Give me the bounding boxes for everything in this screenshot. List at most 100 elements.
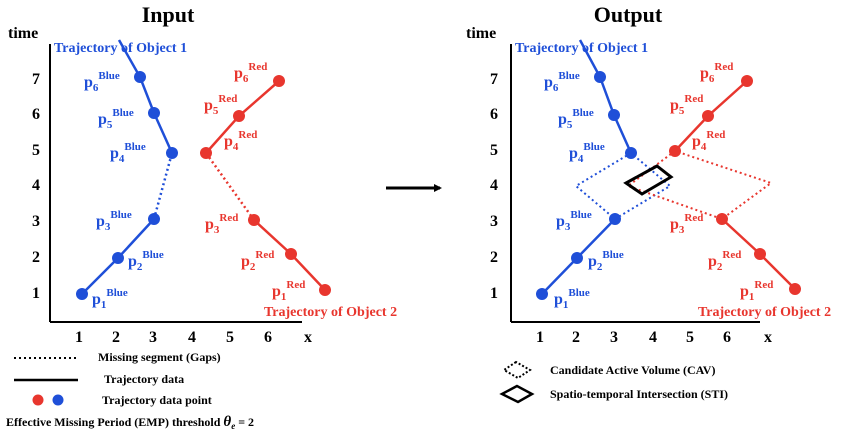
input-blue-label-3: p3Blue [96, 209, 132, 233]
input-x-tick-5: 5 [226, 329, 234, 346]
output-blue-point-6 [594, 71, 606, 83]
input-y-axis-label: time [8, 25, 38, 42]
input-x-tick-1: 1 [75, 329, 83, 346]
output-red-point-3 [716, 213, 728, 225]
input-blue-gap [152, 152, 174, 220]
input-panel: Input time x 1 2 3 4 5 6 7 1 2 3 4 5 6 [8, 2, 397, 346]
legend-blue-point-icon [52, 394, 64, 406]
output-red-label-5: p5Red [670, 93, 703, 117]
input-y-tick-7: 7 [32, 71, 40, 88]
input-red-point-3 [248, 214, 260, 226]
input-red-gap [204, 152, 256, 221]
output-blue-label-1: p1Blue [554, 287, 590, 311]
input-blue-label-6: p6Blue [84, 70, 120, 94]
input-blue-label-1: p1Blue [92, 287, 128, 311]
input-red-label-4: p4Red [224, 129, 257, 153]
output-blue-point-4 [625, 147, 637, 159]
input-blue-trajectory-upper [117, 39, 174, 154]
output-object2-label: Trajectory of Object 2 [698, 305, 831, 320]
input-red-point-5 [233, 110, 245, 122]
output-red-point-6 [741, 75, 753, 87]
output-blue-label-5: p5Blue [558, 107, 594, 131]
legend-emp-threshold: Effective Missing Period (EMP) threshold… [6, 414, 254, 431]
legend-sti-diamond-icon [499, 384, 535, 404]
input-red-label-2: p2Red [241, 249, 274, 273]
input-object1-label: Trajectory of Object 1 [54, 41, 187, 56]
input-y-tick-2: 2 [32, 249, 40, 266]
output-sti-diamond [623, 164, 674, 196]
legend-cav-diamond-icon [502, 360, 532, 380]
output-blue-label-6: p6Blue [544, 70, 580, 94]
output-x-tick-5: 5 [686, 329, 694, 346]
output-x-axis-label: x [764, 329, 772, 346]
output-object1-label: Trajectory of Object 1 [515, 41, 648, 56]
legend-cav: Candidate Active Volume (CAV) [550, 363, 715, 377]
output-red-point-1 [789, 283, 801, 295]
output-red-label-4: p4Red [692, 129, 725, 153]
output-red-point-5 [702, 110, 714, 122]
output-blue-point-5 [608, 109, 620, 121]
output-red-label-1: p1Red [740, 279, 773, 303]
input-blue-point-3 [148, 213, 160, 225]
output-blue-label-4: p4Blue [569, 141, 605, 165]
input-blue-point-6 [134, 71, 146, 83]
input-blue-point-4 [166, 147, 178, 159]
legend-missing-segment: Missing segment (Gaps) [98, 350, 221, 364]
output-red-point-4 [669, 145, 681, 157]
output-x-tick-4: 4 [649, 329, 657, 346]
input-blue-point-2 [112, 252, 124, 264]
output-red-label-2: p2Red [708, 249, 741, 273]
input-x-tick-2: 2 [112, 329, 120, 346]
input-y-tick-1: 1 [32, 285, 40, 302]
output-y-tick-4: 4 [490, 177, 498, 194]
input-red-label-5: p5Red [204, 93, 237, 117]
output-blue-label-3: p3Blue [556, 209, 592, 233]
output-blue-point-2 [571, 252, 583, 264]
input-y-tick-4: 4 [32, 177, 40, 194]
input-panel-title: Input [142, 2, 195, 27]
output-blue-point-3 [609, 213, 621, 225]
output-x-tick-3: 3 [610, 329, 618, 346]
input-x-axis-label: x [304, 329, 312, 346]
input-red-label-6: p6Red [234, 61, 267, 85]
output-blue-trajectory-upper [578, 39, 633, 154]
input-blue-point-5 [148, 107, 160, 119]
output-x-tick-6: 6 [723, 329, 731, 346]
legend-trajectory-data: Trajectory data [104, 372, 184, 386]
legend-red-point-icon [32, 394, 44, 406]
output-y-tick-5: 5 [490, 142, 498, 159]
output-x-tick-2: 2 [572, 329, 580, 346]
output-red-label-6: p6Red [700, 61, 733, 85]
output-panel: Output time x 1 2 3 4 5 6 7 1 2 3 4 5 6 [466, 2, 831, 346]
input-blue-label-5: p5Blue [98, 107, 134, 131]
output-y-tick-2: 2 [490, 249, 498, 266]
input-legend: Missing segment (Gaps) Trajectory data T… [6, 350, 254, 431]
input-blue-label-4: p4Blue [110, 141, 146, 165]
input-blue-point-1 [76, 288, 88, 300]
output-x-tick-1: 1 [536, 329, 544, 346]
output-red-point-2 [754, 248, 766, 260]
output-y-tick-3: 3 [490, 213, 498, 230]
input-red-point-1 [319, 284, 331, 296]
output-blue-point-1 [536, 288, 548, 300]
input-y-tick-5: 5 [32, 142, 40, 159]
input-red-point-4 [200, 147, 212, 159]
input-x-tick-6: 6 [264, 329, 272, 346]
input-x-tick-3: 3 [149, 329, 157, 346]
input-red-point-6 [273, 75, 285, 87]
output-y-tick-1: 1 [490, 285, 498, 302]
legend-sti: Spatio-temporal Intersection (STI) [550, 387, 728, 401]
input-red-label-3: p3Red [205, 212, 238, 236]
input-y-tick-6: 6 [32, 106, 40, 123]
input-y-tick-3: 3 [32, 213, 40, 230]
output-red-label-3: p3Red [670, 212, 703, 236]
output-red-cav [625, 149, 774, 221]
input-blue-label-2: p2Blue [128, 249, 164, 273]
input-red-label-1: p1Red [272, 279, 305, 303]
output-y-axis-label: time [466, 25, 496, 42]
output-y-tick-7: 7 [490, 71, 498, 88]
input-object2-label: Trajectory of Object 2 [264, 305, 397, 320]
input-red-point-2 [285, 248, 297, 260]
input-x-tick-4: 4 [188, 329, 196, 346]
